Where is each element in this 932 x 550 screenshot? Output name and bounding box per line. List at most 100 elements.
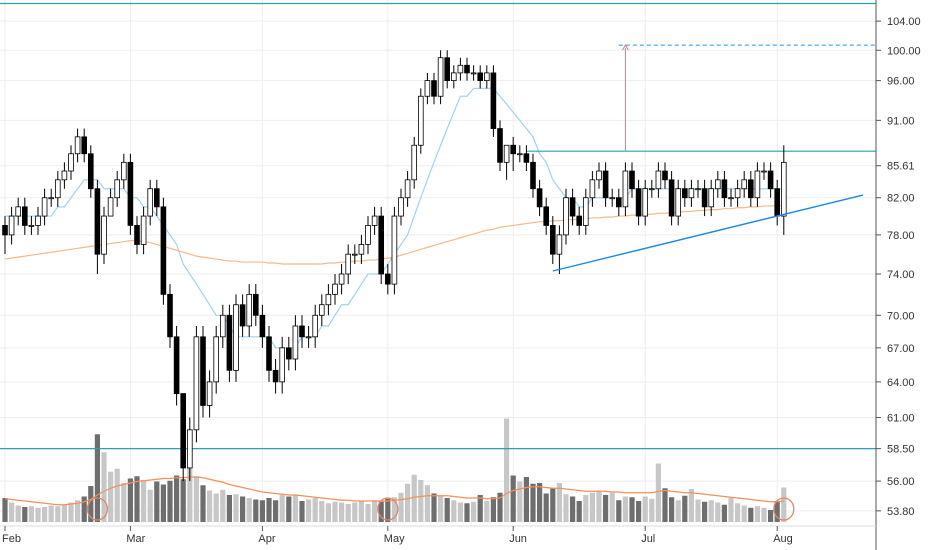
volume-bar [200, 485, 206, 522]
candle-body [299, 325, 305, 338]
volume-bar [589, 492, 595, 522]
volume-bar [299, 501, 305, 522]
candle [153, 179, 160, 217]
candle [246, 284, 253, 337]
volume-bar [240, 496, 246, 522]
candle-body [107, 197, 114, 217]
candle [160, 197, 167, 305]
candle-body [569, 197, 576, 217]
candle-body [497, 128, 503, 163]
candle [358, 234, 365, 265]
annotations [552, 44, 876, 272]
candle [715, 171, 721, 198]
candle-body [259, 314, 266, 338]
volume-bar [596, 490, 602, 522]
candle [312, 304, 318, 348]
volume-bar [669, 497, 675, 522]
price-tick-label: 74.00 [887, 269, 915, 281]
volume-bar [147, 489, 153, 522]
candle-body [28, 225, 35, 227]
volume-bar [174, 475, 180, 522]
candle-body [464, 64, 470, 74]
candle-body [754, 170, 761, 199]
volume-bar [55, 506, 61, 522]
candle-body [728, 197, 734, 200]
candle-body [510, 144, 516, 155]
candle-body [411, 144, 417, 181]
candle [81, 128, 88, 163]
candle-body [318, 304, 325, 316]
candle [774, 179, 780, 226]
volume-bar [2, 498, 8, 522]
candle [318, 294, 325, 326]
volume-bar [9, 502, 15, 522]
price-tick-label: 53.80 [887, 506, 915, 518]
candle-body [450, 72, 457, 82]
candle-body [88, 153, 94, 190]
candle-body [35, 215, 41, 226]
volume-bar [497, 492, 503, 522]
volume-bar [583, 495, 589, 522]
candle [444, 50, 450, 89]
volume-bar [286, 496, 292, 522]
volume-bar [306, 499, 312, 522]
candle-body [444, 57, 450, 82]
candle [781, 145, 787, 235]
candle [688, 179, 695, 207]
candle [121, 153, 127, 189]
candle [583, 188, 589, 235]
candle [728, 188, 734, 207]
candle [622, 162, 629, 217]
candle-body [8, 215, 15, 236]
volume-bar [42, 507, 48, 522]
candle [543, 197, 549, 235]
volume-bar [682, 495, 688, 522]
candle [642, 179, 648, 226]
candle [470, 65, 477, 81]
candle-body [121, 161, 127, 181]
volume-bar [207, 490, 213, 522]
volume-bar [35, 507, 41, 522]
candle [167, 284, 173, 348]
volume-bar [358, 501, 364, 522]
time-tick-label: Apr [258, 533, 275, 545]
candle [517, 145, 523, 163]
candle-body [767, 170, 774, 190]
candle-body [226, 314, 233, 371]
candle [48, 188, 54, 207]
candle-body [41, 197, 48, 217]
candle [68, 145, 74, 180]
candle [365, 216, 371, 255]
volume-bar [385, 498, 391, 522]
candle-body [305, 336, 312, 339]
candle [292, 315, 299, 371]
volume-bar [616, 500, 622, 522]
volume-bar [570, 496, 576, 522]
candle-body [351, 253, 358, 256]
candle-body [239, 304, 246, 327]
volume-bar [741, 505, 747, 522]
price-tick-label: 91.00 [887, 115, 915, 127]
candle [741, 171, 747, 198]
candle [629, 162, 635, 198]
volume-bar [127, 478, 133, 522]
candle-body [15, 206, 22, 217]
candle-body [74, 136, 81, 155]
volume-bar [451, 500, 457, 522]
volume-bar [405, 483, 411, 522]
volume-bar [629, 497, 635, 522]
volume-bar [193, 476, 199, 522]
volume-bar [266, 498, 272, 522]
price-tick-label: 61.00 [887, 413, 915, 425]
candle-body [715, 179, 721, 190]
volume-bar [108, 471, 114, 522]
candle [609, 188, 615, 207]
volume-bar [655, 463, 661, 522]
time-tick-label: Aug [773, 533, 793, 545]
candle-body [642, 188, 648, 217]
volume-bar [398, 492, 404, 522]
candle [721, 171, 728, 207]
volume-bar [141, 480, 147, 522]
